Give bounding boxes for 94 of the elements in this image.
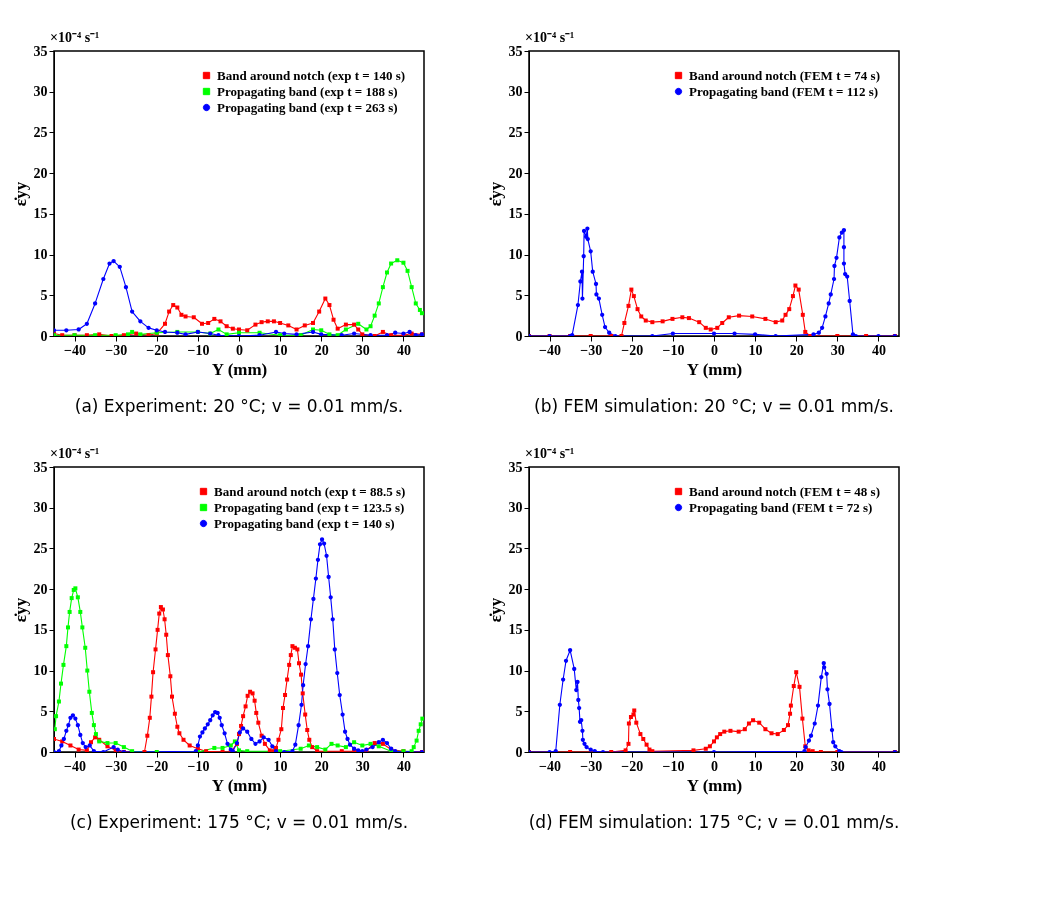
y-tick-label: 0 — [515, 328, 523, 344]
y-tick-label: 5 — [515, 287, 523, 303]
y-tick-label: 30 — [508, 500, 523, 516]
x-tick-label: 20 — [314, 342, 329, 358]
x-tick-label: 40 — [871, 758, 886, 774]
x-tick-label: 30 — [355, 342, 370, 358]
x-tick-label: 30 — [355, 758, 370, 774]
y-axis-title: ε̇yy — [10, 597, 30, 623]
x-tick-label: 30 — [830, 758, 845, 774]
x-tick-label: 0 — [236, 758, 243, 774]
legend-label: Band around notch (FEM t = 48 s) — [689, 483, 881, 499]
y-tick-label: 15 — [33, 622, 48, 638]
x-tick-label: −10 — [662, 758, 685, 774]
y-axis-title: ε̇yy — [10, 181, 30, 207]
x-tick-label: −20 — [621, 758, 644, 774]
y-tick-label: 35 — [508, 43, 523, 59]
x-tick-label: −20 — [146, 758, 169, 774]
x-axis-title: Y (mm) — [686, 359, 743, 379]
legend-label: Propagating band (FEM t = 72 s) — [689, 499, 873, 515]
x-axis-title: Y (mm) — [211, 775, 268, 795]
y-tick-label: 0 — [40, 744, 48, 760]
y-tick-label: 15 — [33, 206, 48, 222]
legend-label: Band around notch (exp t = 140 s) — [217, 67, 406, 83]
y-tick-label: 10 — [33, 663, 48, 679]
y-tick-label: 10 — [508, 663, 523, 679]
y-tick-label: 35 — [508, 459, 523, 475]
x-tick-label: 10 — [748, 342, 763, 358]
x-tick-label: −30 — [580, 342, 603, 358]
x-tick-label: 10 — [748, 758, 763, 774]
y-tick-label: 30 — [33, 84, 48, 100]
y-tick-label: 10 — [33, 247, 48, 263]
x-axis-title: Y (mm) — [686, 775, 743, 795]
x-axis-title: Y (mm) — [211, 359, 268, 379]
text: (a) Experiment: 20 °C; v = 0.01 mm/s. — [74, 396, 404, 416]
y-tick-label: 20 — [33, 165, 48, 181]
x-tick-label: −30 — [105, 758, 128, 774]
x-tick-label: 40 — [396, 758, 411, 774]
y-tick-label: 0 — [515, 744, 523, 760]
y-tick-label: 25 — [33, 540, 48, 556]
x-tick-label: −10 — [662, 342, 685, 358]
y-tick-label: 30 — [508, 84, 523, 100]
x-tick-label: 40 — [396, 342, 411, 358]
x-tick-label: −20 — [146, 342, 169, 358]
legend-label: Band around notch (exp t = 88.5 s) — [214, 483, 406, 499]
legend-label: Propagating band (exp t = 188 s) — [217, 83, 398, 99]
y-tick-label: 30 — [33, 500, 48, 516]
x-tick-label: −40 — [64, 758, 87, 774]
y-tick-label: 10 — [508, 247, 523, 263]
x-tick-label: 0 — [236, 342, 243, 358]
y-tick-label: 0 — [40, 328, 48, 344]
text: ×10⁻⁴ s⁻¹ — [50, 446, 100, 461]
y-tick-label: 5 — [40, 703, 48, 719]
text: ×10⁻⁴ s⁻¹ — [525, 446, 575, 461]
x-tick-label: −40 — [539, 758, 562, 774]
text: ×10⁻⁴ s⁻¹ — [525, 30, 575, 45]
x-tick-label: −30 — [580, 758, 603, 774]
y-tick-label: 20 — [33, 581, 48, 597]
y-tick-label: 5 — [40, 287, 48, 303]
y-tick-label: 5 — [515, 703, 523, 719]
x-tick-label: 0 — [711, 758, 718, 774]
x-tick-label: −30 — [105, 342, 128, 358]
legend-label: Propagating band (exp t = 140 s) — [214, 515, 395, 531]
y-tick-label: 25 — [508, 540, 523, 556]
x-tick-label: 30 — [830, 342, 845, 358]
y-tick-label: 25 — [33, 124, 48, 140]
x-tick-label: −40 — [64, 342, 87, 358]
y-axis-title: ε̇yy — [485, 181, 505, 207]
legend-label: Propagating band (exp t = 123.5 s) — [214, 499, 405, 515]
x-tick-label: 20 — [314, 758, 329, 774]
x-tick-label: −10 — [187, 758, 210, 774]
x-tick-label: 10 — [273, 342, 288, 358]
y-tick-label: 35 — [33, 43, 48, 59]
text: (d) FEM simulation: 175 °C; v = 0.01 mm/s. — [528, 812, 900, 832]
x-tick-label: −20 — [621, 342, 644, 358]
y-tick-label: 35 — [33, 459, 48, 475]
text: (b) FEM simulation: 20 °C; v = 0.01 mm/s. — [534, 396, 894, 416]
x-tick-label: 0 — [711, 342, 718, 358]
legend-label: Band around notch (FEM t = 74 s) — [689, 67, 881, 83]
y-tick-label: 20 — [508, 581, 523, 597]
y-axis-title: ε̇yy — [485, 597, 505, 623]
x-tick-label: 20 — [789, 342, 804, 358]
text: (c) Experiment: 175 °C; v = 0.01 mm/s. — [69, 812, 409, 832]
x-tick-label: 40 — [871, 342, 886, 358]
y-tick-label: 25 — [508, 124, 523, 140]
x-tick-label: 20 — [789, 758, 804, 774]
y-tick-label: 20 — [508, 165, 523, 181]
x-tick-label: −40 — [539, 342, 562, 358]
x-tick-label: −10 — [187, 342, 210, 358]
y-tick-label: 15 — [508, 206, 523, 222]
x-tick-label: 10 — [273, 758, 288, 774]
y-tick-label: 15 — [508, 622, 523, 638]
text: ×10⁻⁴ s⁻¹ — [50, 30, 100, 45]
legend-label: Propagating band (FEM t = 112 s) — [689, 83, 879, 99]
legend-label: Propagating band (exp t = 263 s) — [217, 99, 398, 115]
